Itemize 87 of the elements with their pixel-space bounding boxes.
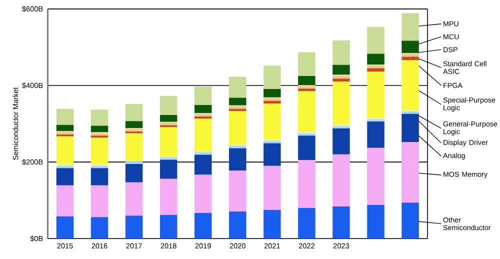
bar xyxy=(125,121,143,128)
bar xyxy=(402,54,419,58)
bar xyxy=(264,166,281,210)
bar xyxy=(298,136,316,160)
bar xyxy=(229,111,246,146)
bar xyxy=(160,123,178,126)
bar xyxy=(125,216,143,239)
bar xyxy=(194,86,212,106)
bar xyxy=(367,205,384,239)
bar xyxy=(264,210,281,239)
bar xyxy=(160,96,178,116)
bar xyxy=(125,182,143,216)
bar xyxy=(264,141,281,144)
bar xyxy=(194,174,212,214)
bar xyxy=(160,158,178,160)
bar xyxy=(90,217,108,239)
bar xyxy=(229,98,246,106)
bar xyxy=(367,122,384,148)
bar xyxy=(298,52,316,76)
bar xyxy=(332,128,350,155)
bar xyxy=(56,216,74,239)
bar xyxy=(90,186,108,218)
bar xyxy=(332,78,350,82)
bar xyxy=(367,27,384,54)
bar xyxy=(56,136,74,165)
bar xyxy=(194,152,212,156)
bar xyxy=(90,168,108,186)
bar xyxy=(332,76,350,79)
bar xyxy=(264,104,281,140)
bar xyxy=(56,168,74,186)
bar xyxy=(194,116,212,120)
bar xyxy=(90,110,108,126)
bar xyxy=(56,186,74,217)
bar xyxy=(264,66,281,90)
bar xyxy=(402,60,419,111)
bar xyxy=(229,106,246,110)
bar xyxy=(332,206,350,239)
bar xyxy=(332,40,350,66)
bar xyxy=(332,154,350,207)
bar xyxy=(194,119,212,152)
bar xyxy=(402,114,419,142)
bar xyxy=(160,127,178,157)
bar xyxy=(367,66,384,69)
bar xyxy=(229,76,246,98)
bar xyxy=(56,125,74,132)
bar xyxy=(90,126,108,132)
bar xyxy=(160,179,178,216)
bar xyxy=(125,129,143,132)
bar xyxy=(402,202,419,239)
bar xyxy=(125,164,143,183)
bar xyxy=(125,104,143,122)
bar xyxy=(194,155,212,175)
bar xyxy=(229,212,246,239)
bar xyxy=(125,134,143,161)
bar xyxy=(264,98,281,102)
bar xyxy=(229,148,246,171)
bar xyxy=(194,114,212,117)
bar xyxy=(367,148,384,206)
bar xyxy=(160,160,178,180)
bar xyxy=(194,105,212,114)
bar xyxy=(298,91,316,132)
bar xyxy=(298,160,316,208)
bar xyxy=(90,138,108,165)
bar xyxy=(229,170,246,212)
bar xyxy=(367,54,384,65)
bar xyxy=(332,65,350,76)
bar xyxy=(402,142,419,203)
bar xyxy=(160,115,178,122)
bar xyxy=(332,82,350,126)
bar xyxy=(298,76,316,86)
bar xyxy=(402,40,419,54)
bar xyxy=(194,213,212,239)
bar xyxy=(332,126,350,129)
bar xyxy=(402,112,419,114)
bar xyxy=(402,13,419,41)
bar xyxy=(125,162,143,164)
bar xyxy=(367,119,384,122)
bar xyxy=(56,132,74,135)
bar xyxy=(367,72,384,118)
bar xyxy=(264,89,281,98)
bar xyxy=(298,88,316,92)
bar xyxy=(56,109,74,126)
bar xyxy=(298,208,316,239)
bar xyxy=(160,215,178,239)
bar xyxy=(229,146,246,149)
bar xyxy=(264,144,281,166)
bar xyxy=(264,101,281,104)
